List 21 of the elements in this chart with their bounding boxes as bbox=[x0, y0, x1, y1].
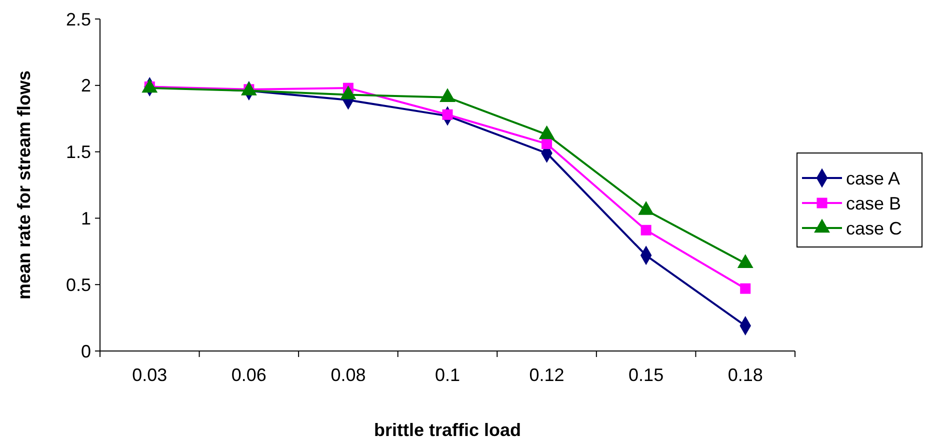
point bbox=[640, 224, 652, 236]
y-tick-label: 2.5 bbox=[66, 9, 91, 30]
y-tick-label: 0.5 bbox=[66, 274, 91, 295]
y-tick-label: 0 bbox=[80, 341, 91, 362]
legend-label: case A bbox=[846, 168, 900, 188]
x-tick-label: 0.03 bbox=[132, 365, 168, 385]
x-tick-label: 0.12 bbox=[529, 365, 564, 385]
x-axis-title: brittle traffic load bbox=[374, 420, 522, 440]
y-axis-title: mean rate for stream flows bbox=[14, 70, 34, 300]
y-tick-label: 1.5 bbox=[66, 142, 91, 162]
x-tick-label: 0.15 bbox=[628, 365, 664, 385]
y-tick-label: 1 bbox=[80, 208, 91, 228]
legend-label: case B bbox=[846, 193, 902, 214]
x-tick-label: 0.08 bbox=[330, 365, 366, 385]
x-tick-label: 0.1 bbox=[434, 365, 460, 385]
point bbox=[542, 138, 552, 150]
x-tick-label: 0.18 bbox=[728, 365, 763, 385]
legend-label: case C bbox=[846, 218, 902, 238]
x-tick-label: 0.06 bbox=[231, 365, 266, 385]
y-tick-label: 2 bbox=[80, 76, 91, 96]
point bbox=[740, 283, 751, 294]
